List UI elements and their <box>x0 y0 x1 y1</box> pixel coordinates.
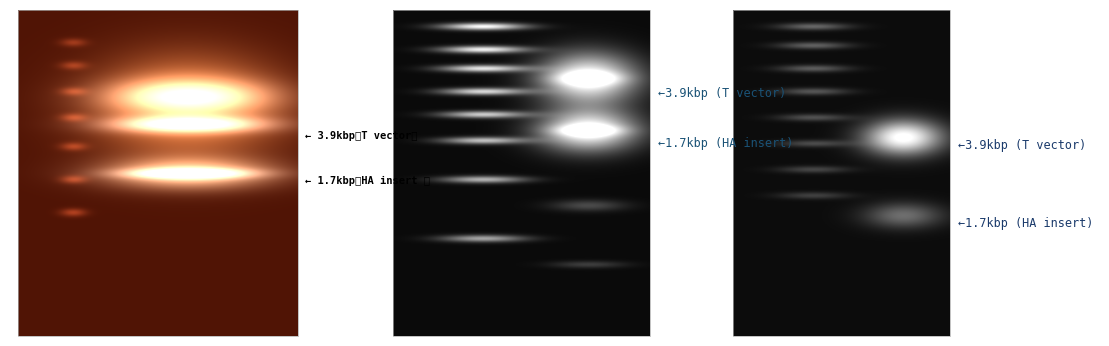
Text: ←3.9kbp (T vector): ←3.9kbp (T vector) <box>658 86 786 100</box>
Bar <box>393 10 650 336</box>
Text: ←1.7kbp (HA insert): ←1.7kbp (HA insert) <box>958 217 1093 230</box>
Text: ← 1.7kbp（HA insert ）: ← 1.7kbp（HA insert ） <box>305 176 430 186</box>
Text: ←3.9kbp (T vector): ←3.9kbp (T vector) <box>958 139 1086 152</box>
Text: ← 3.9kbp（T vector）: ← 3.9kbp（T vector） <box>305 130 417 140</box>
Bar <box>733 10 950 336</box>
Text: ←1.7kbp (HA insert): ←1.7kbp (HA insert) <box>658 137 793 150</box>
Bar <box>18 10 298 336</box>
